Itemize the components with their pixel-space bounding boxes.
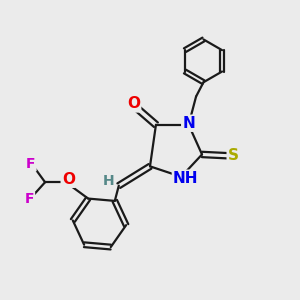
Text: S: S <box>228 148 239 164</box>
Text: O: O <box>127 96 140 111</box>
Text: F: F <box>25 193 34 206</box>
Text: NH: NH <box>173 171 198 186</box>
Text: O: O <box>62 172 75 187</box>
Text: F: F <box>26 157 36 170</box>
Text: N: N <box>182 116 195 131</box>
Text: H: H <box>103 174 114 188</box>
